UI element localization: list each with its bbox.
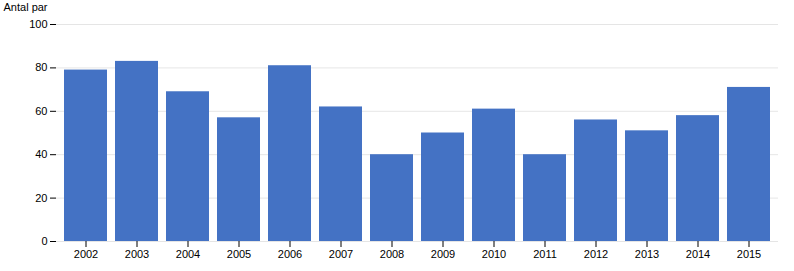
svg-text:2002: 2002 <box>74 248 98 260</box>
svg-text:2008: 2008 <box>380 248 404 260</box>
svg-text:2010: 2010 <box>482 248 506 260</box>
svg-text:80: 80 <box>35 61 47 73</box>
svg-text:2005: 2005 <box>227 248 251 260</box>
svg-text:20: 20 <box>35 192 47 204</box>
svg-text:2011: 2011 <box>533 248 557 260</box>
svg-text:2003: 2003 <box>125 248 149 260</box>
svg-text:2004: 2004 <box>176 248 200 260</box>
svg-text:60: 60 <box>35 105 47 117</box>
svg-text:Antal par: Antal par <box>4 1 48 13</box>
svg-text:2013: 2013 <box>635 248 659 260</box>
svg-text:100: 100 <box>29 18 47 30</box>
svg-text:2014: 2014 <box>686 248 710 260</box>
svg-text:2015: 2015 <box>737 248 761 260</box>
svg-text:2012: 2012 <box>584 248 608 260</box>
svg-text:40: 40 <box>35 148 47 160</box>
svg-text:0: 0 <box>41 235 47 247</box>
svg-text:2006: 2006 <box>278 248 302 260</box>
svg-text:2009: 2009 <box>431 248 455 260</box>
svg-text:2007: 2007 <box>329 248 353 260</box>
